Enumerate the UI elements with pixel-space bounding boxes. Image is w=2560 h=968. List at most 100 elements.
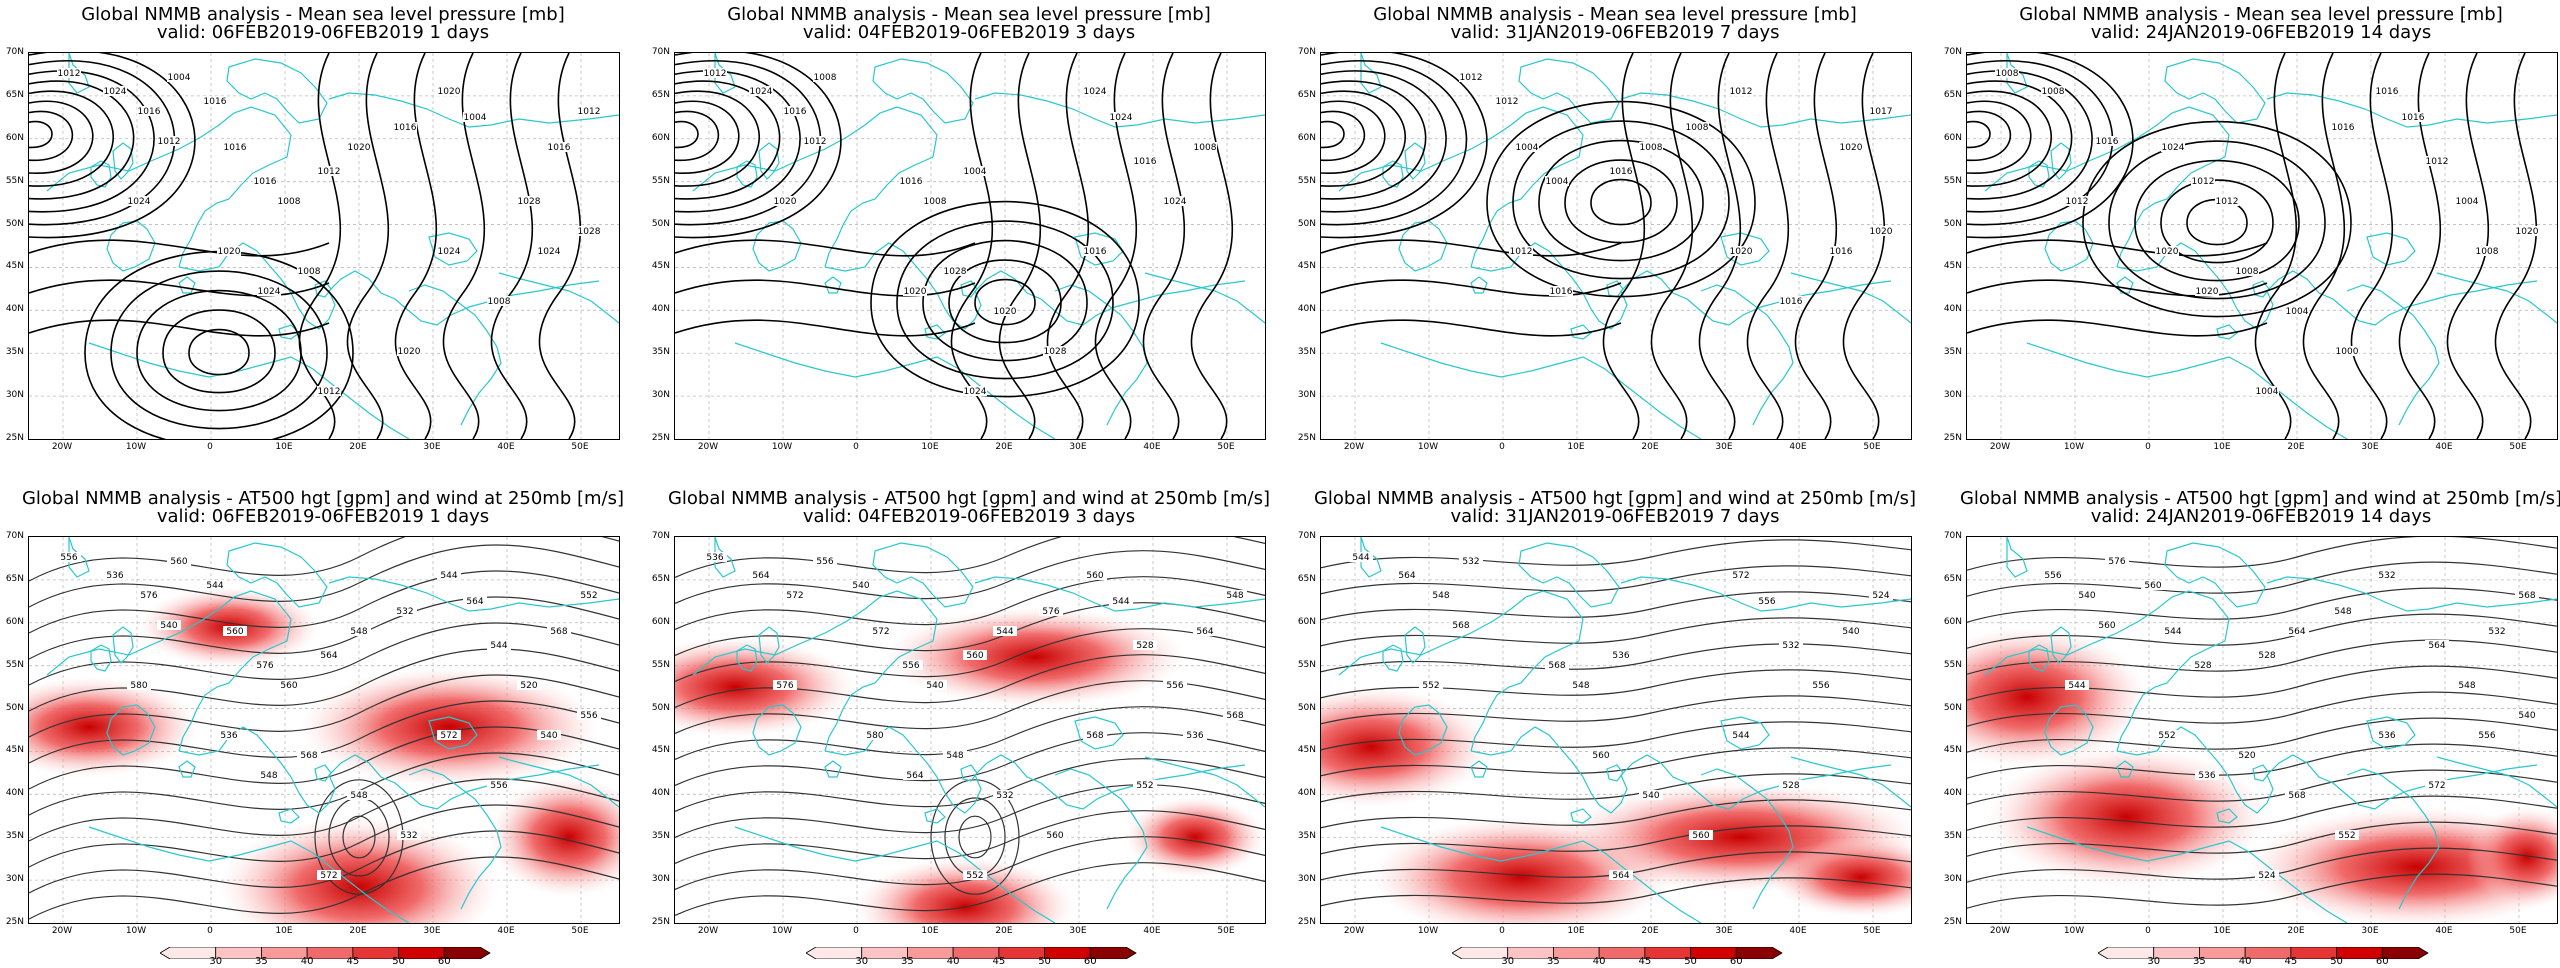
colorbar-tick-label: 50 — [2330, 956, 2343, 967]
isobar-line — [1746, 53, 1790, 439]
contour-label: 568 — [1086, 731, 1103, 741]
isobar-line — [1321, 279, 1622, 297]
contour-label: 1016 — [1084, 247, 1107, 257]
isobar-line — [2134, 159, 2300, 282]
contour-label: 1012 — [704, 69, 727, 79]
isobar-line — [1321, 110, 1366, 162]
contour-label: 560 — [2098, 621, 2115, 631]
latitude-label: 40N — [1943, 788, 1962, 799]
contour-label: 572 — [2428, 781, 2445, 791]
colorbar-tick-label: 40 — [1592, 956, 1606, 967]
geopotential-contour — [29, 596, 619, 660]
geopotential-contour — [675, 576, 1265, 630]
contour-label: 540 — [926, 681, 943, 691]
map-area: 1012 1004 1000 1008 1016 1012 1004 1008 1012 1016… — [1966, 52, 2558, 440]
latitude-label: 70N — [651, 531, 670, 541]
longitude-label: 10W — [771, 442, 793, 452]
latitude-label: 45N — [651, 745, 670, 756]
isobar-line — [1321, 239, 1622, 257]
latitude-label: 65N — [5, 573, 24, 584]
latitude-label: 70N — [1943, 531, 1962, 541]
colorbar-tick-label: 30 — [855, 956, 869, 967]
longitude-label: 10W — [1417, 442, 1439, 452]
contour-label: 532 — [396, 607, 413, 617]
coastlines — [692, 53, 1265, 439]
contour-label: 1028 — [944, 267, 967, 277]
longitude-label: 20W — [51, 442, 73, 452]
contour-label: 540 — [852, 581, 869, 591]
contour-label: 580 — [130, 681, 147, 691]
isobar-line — [2494, 53, 2538, 439]
contour-label: 1008 — [2476, 247, 2499, 257]
geopotential-contour — [930, 779, 1020, 895]
latitude-label: 55N — [5, 175, 24, 186]
latitude-label: 70N — [1297, 47, 1316, 57]
longitude-label: 10E — [275, 926, 293, 936]
contour-label: 564 — [320, 651, 337, 661]
geopotential-contour — [675, 537, 1265, 578]
latitude-label: 30N — [5, 390, 24, 401]
isobar-line — [2302, 53, 2346, 439]
wind-speed-area — [855, 857, 1075, 923]
isobar-line — [490, 53, 534, 439]
contour-label: 1020 — [1870, 227, 1893, 237]
isobar-line — [1967, 59, 2114, 226]
isobar-line — [675, 80, 781, 200]
latitude-label: 25N — [1943, 433, 1962, 443]
contour-label: 1024 — [964, 387, 987, 397]
geopotential-contour — [29, 804, 619, 868]
longitude-label: 50E — [571, 442, 589, 452]
contour-label: 1016 — [1134, 157, 1157, 167]
contour-label: 536 — [706, 553, 723, 563]
valid-period: valid: 04FEB2019-06FEB2019 3 days — [802, 22, 1136, 43]
isobar-line — [675, 319, 976, 337]
latitude-label: 35N — [1297, 347, 1316, 358]
longitude-label: 40E — [1789, 442, 1807, 452]
contour-label: 568 — [1548, 661, 1565, 671]
wind-colorbar: 30 35 40 45 50 60 — [805, 944, 1146, 968]
colorbar-tick-label: 35 — [1547, 956, 1560, 967]
contour-label: 544 — [490, 641, 507, 651]
longitude-label: 50E — [1217, 442, 1235, 452]
longitude-label: 40E — [497, 442, 515, 452]
contour-label: 1000 — [2336, 347, 2359, 357]
contour-label: 540 — [2078, 591, 2095, 601]
isobar-line — [110, 270, 328, 430]
panel-title: Global NMMB analysis - Mean sea level pr… — [1373, 4, 1857, 25]
wind-speed-area — [675, 637, 855, 737]
contour-label: 1020 — [2196, 287, 2219, 297]
latitude-label: 70N — [1297, 531, 1316, 541]
contour-label: 548 — [350, 791, 367, 801]
graticule — [1321, 53, 1911, 439]
contour-label: 568 — [2518, 591, 2535, 601]
contour-label: 560 — [2144, 581, 2161, 591]
isobar-line — [1967, 110, 2012, 162]
panel-title: Global NMMB analysis - AT500 hgt [gpm] a… — [1313, 488, 1917, 509]
wind-speed-area — [2467, 807, 2557, 907]
contour-label: 560 — [280, 681, 297, 691]
geopotential-contour — [1967, 821, 2557, 857]
hgt-wind-panel: Global NMMB analysis - AT500 hgt [gpm] a… — [0, 484, 646, 967]
contour-label: 1004 — [964, 167, 987, 177]
longitude-label: 20E — [2287, 442, 2305, 452]
colorbar-tick-label: 40 — [2238, 956, 2252, 967]
longitude-label: 30E — [423, 926, 441, 936]
contour-label: 1016 — [784, 107, 807, 117]
contour-label: 564 — [752, 571, 769, 581]
longitude-label: 10W — [2063, 926, 2085, 936]
latitude-label: 55N — [1943, 659, 1962, 670]
longitude-label: 20E — [995, 926, 1013, 936]
isobar-line — [1321, 100, 1386, 174]
longitude-label: 40E — [1143, 442, 1161, 452]
contour-label: 1008 — [488, 297, 511, 307]
isobar-line — [1321, 80, 1427, 200]
latitude-label: 35N — [5, 831, 24, 842]
contour-label: 540 — [1842, 627, 1859, 637]
valid-period: valid: 24JAN2019-06FEB2019 14 days — [2090, 506, 2432, 527]
contour-label: 1020 — [348, 143, 371, 153]
isobar-line — [162, 309, 276, 394]
latitude-label: 50N — [5, 218, 24, 229]
latitude-label: 35N — [1943, 831, 1962, 842]
colorbar-tick-label: 35 — [255, 956, 268, 967]
contour-label: 1012 — [1496, 97, 1519, 107]
